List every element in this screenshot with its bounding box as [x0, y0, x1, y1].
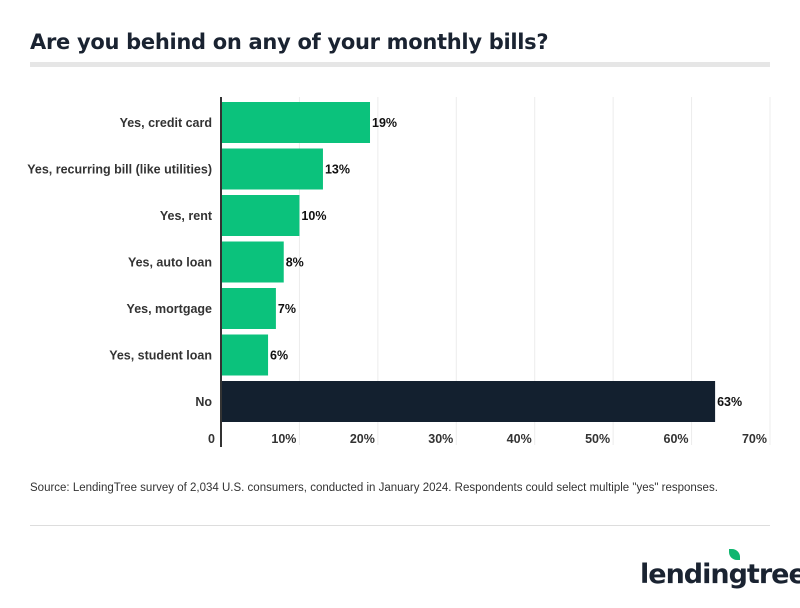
data-label: 10% [301, 209, 326, 223]
category-label: Yes, student loan [109, 349, 212, 363]
x-tick-label: 30% [428, 432, 453, 446]
x-tick-label: 60% [664, 432, 689, 446]
logo-text: lendingtree [640, 559, 800, 590]
x-tick-label: 50% [585, 432, 610, 446]
category-label: Yes, credit card [120, 116, 212, 130]
bar [221, 334, 269, 376]
data-label: 13% [325, 163, 350, 177]
bar [221, 288, 276, 329]
lendingtree-logo: lendingtree [640, 549, 800, 590]
x-tick-label: 70% [742, 432, 767, 446]
source-note: Source: LendingTree survey of 2,034 U.S.… [30, 482, 718, 494]
bar [221, 102, 371, 143]
category-label: Yes, recurring bill (like utilities) [27, 163, 212, 177]
category-label: Yes, mortgage [127, 302, 212, 316]
data-label: 6% [270, 349, 288, 363]
bar [221, 241, 284, 283]
category-label: Yes, rent [160, 209, 213, 223]
data-label: 63% [717, 395, 742, 409]
data-label: 19% [372, 116, 397, 130]
bar [221, 195, 300, 236]
x-tick-label: 20% [350, 432, 375, 446]
data-label: 8% [286, 256, 304, 270]
bar-chart: 0 10% 20% 30% 40% 50% 60% 70% Yes, credit card 19… [27, 97, 771, 447]
leaf-icon [729, 549, 740, 560]
footer-divider [30, 525, 770, 526]
category-label: No [195, 395, 212, 409]
category-label: Yes, auto loan [128, 256, 212, 270]
x-tick-label: 40% [507, 432, 532, 446]
data-label: 7% [278, 302, 296, 316]
bar [221, 381, 716, 422]
x-tick-label: 10% [271, 432, 296, 446]
x-tick-label: 0 [208, 432, 215, 446]
chart-title: Are you behind on any of your monthly bi… [30, 30, 549, 54]
bar [221, 148, 323, 190]
title-divider [30, 62, 770, 67]
